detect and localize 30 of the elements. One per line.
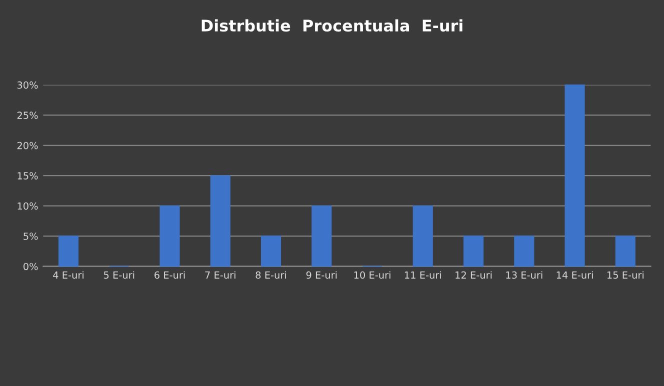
bar [514,236,534,267]
y-tick-label: 10% [18,202,38,210]
bar [615,236,636,267]
x-tick-label: 7 E-uri [205,271,236,279]
y-tick-label: 30% [17,81,38,89]
y-tick-label: 15% [18,172,38,180]
y-tick-label: 25% [17,112,38,119]
bar [58,236,79,267]
chart-title: Distrbutie Procentuala E-uri [202,19,462,32]
x-tick-label: 5 E-uri [104,271,134,279]
y-tick-label: 0% [24,262,38,270]
bar [463,236,484,267]
x-tick-label: 10 E-uri [354,271,390,279]
bar [160,205,180,267]
bar [564,84,585,267]
x-tick-label: 14 E-uri [556,271,593,279]
x-tick-label: 11 E-uri [404,271,441,279]
bar [312,205,332,267]
bar [412,205,433,267]
x-tick-label: 9 E-uri [306,271,337,279]
bar [210,175,230,267]
bar [260,236,282,267]
x-tick-label: 15 E-uri [607,271,644,279]
x-tick-label: 8 E-uri [256,271,286,279]
x-tick-label: 4 E-uri [53,271,84,279]
x-tick-label: 6 E-uri [154,271,185,279]
x-tick-label: 13 E-uri [506,271,542,279]
y-tick-label: 5% [24,232,38,240]
x-tick-label: 12 E-uri [456,271,492,279]
y-tick-label: 20% [17,142,38,150]
